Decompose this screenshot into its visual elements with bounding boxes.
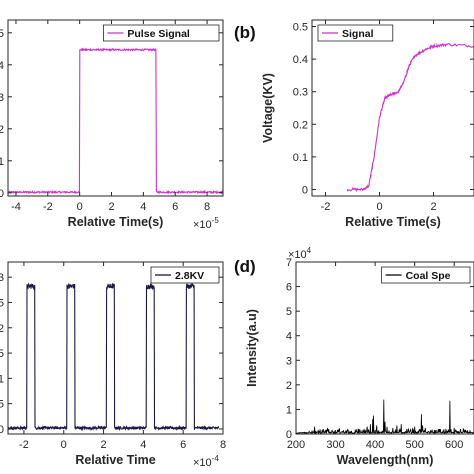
x-tick-label: 2 [100,439,106,451]
y-tick-label: 6 [286,282,292,294]
y-tick-label: 0 [0,188,4,200]
y-tick-label: 1 [0,373,4,385]
series-line-coal-spe [296,399,474,434]
y-tick-label: 0 [0,424,4,436]
x-tick-label: -2 [321,201,331,213]
legend-box [150,266,220,284]
y-tick-label: 3 [0,272,4,284]
series-line-signal [346,42,474,193]
series-line-pulse-signal [8,47,223,195]
y-axis-label: Voltage(KV) [261,73,275,143]
x-tick-label: 0 [77,201,83,213]
legend: Coal Spe [381,266,471,284]
y-tick-label: 0 [286,429,292,441]
x-tick-label: 4 [140,201,146,213]
panel-b: -2 0 2 0 0.1 0.2 0.3 0.4 0.5 Relative Time(s) Volt… [234,19,474,229]
series-line-2-8kv [8,282,220,432]
plot-frame [295,261,474,435]
x-tick-label: 400 [366,439,384,451]
x-tick-label: 0 [61,439,67,451]
y-tick-label: 0 [302,184,308,196]
plot-frame [7,261,224,435]
plot-frame [7,19,224,197]
y-tick-label: 0.5 [0,399,4,411]
x-tick-label: 8 [220,439,226,451]
panel-a: -4 -2 0 2 4 6 8 0 1 2 3 4 5 Relative Time(s) ×10-5 Puls… [0,19,224,231]
x-exponent-label: ×10-5 [193,216,219,231]
x-tick-label: 0 [376,201,382,213]
y-tick-label: 5 [0,28,4,40]
y-exponent-label: ×104 [288,246,312,261]
y-tick-label: 2 [286,380,292,392]
y-tick-label: 1.5 [0,348,4,360]
y-tick-label: 2 [0,323,4,335]
y-tick-label: 1 [286,404,292,416]
y-tick-label: 0.1 [293,152,308,164]
x-tick-label: -2 [43,201,53,213]
panel-d: 200 300 400 500 600 0 1 2 3 4 5 6 7 Wavelength(nm) Int… [234,246,474,467]
y-tick-label: 0.5 [293,22,308,34]
x-tick-label: -4 [11,201,21,213]
y-axis-label: Intensity(a.u) [245,309,259,387]
y-tick-label: 2.5 [0,297,4,309]
x-tick-label: 4 [140,439,146,451]
x-axis-label: Relative Time(s) [68,215,164,229]
x-tick-label: 300 [326,439,344,451]
x-tick-label: 6 [180,439,186,451]
legend: Pulse Signal [103,24,220,42]
panel-label: (d) [234,257,256,276]
legend: Signal [317,24,394,42]
y-tick-label: 1 [0,156,4,168]
x-tick-label: 2 [108,201,114,213]
legend-entry-label: Signal [342,28,374,40]
legend-entry-label: Pulse Signal [127,28,190,40]
panel-label: (b) [234,23,256,42]
y-tick-label: 0.3 [293,87,308,99]
y-tick-label: 3 [0,92,4,104]
x-tick-label: 200 [287,439,305,451]
legend-entry-label: 2.8KV [175,270,204,282]
legend: 2.8KV [150,266,220,284]
x-axis-label: Wavelength(nm) [337,453,434,467]
x-axis-label: Relative Time [75,453,155,467]
y-tick-label: 3 [286,355,292,367]
y-tick-label: 7 [286,257,292,269]
x-tick-label: 500 [405,439,423,451]
y-tick-label: 5 [286,306,292,318]
x-exponent-label: ×10-4 [193,454,219,469]
x-tick-label: -2 [19,439,29,451]
panel-c: -2 0 2 4 6 8 0 0.5 1 1.5 2 2.5 3 Relative Time ×10-4 2.… [0,261,226,469]
x-tick-label: 600 [445,439,463,451]
y-tick-label: 4 [286,331,292,343]
legend-box [103,24,220,42]
y-tick-label: 2 [0,124,4,136]
plot-frame [311,19,474,197]
legend-box [317,24,394,42]
y-tick-label: 0.2 [293,119,308,131]
x-tick-label: 8 [204,201,210,213]
legend-entry-label: Coal Spe [406,270,451,282]
x-axis-label: Relative Time(s) [345,215,441,229]
x-tick-label: 2 [430,201,436,213]
legend-box [381,266,471,284]
y-tick-label: 4 [0,60,4,72]
y-tick-label: 0.4 [293,54,308,66]
x-tick-label: 6 [172,201,178,213]
